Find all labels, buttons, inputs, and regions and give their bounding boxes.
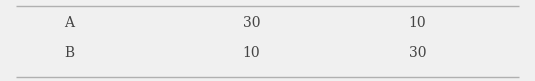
Text: 10: 10 bbox=[409, 16, 426, 30]
Text: A: A bbox=[65, 16, 74, 30]
Text: B: B bbox=[65, 46, 74, 60]
Text: 10: 10 bbox=[243, 46, 260, 60]
Text: 30: 30 bbox=[243, 16, 260, 30]
Text: 30: 30 bbox=[409, 46, 426, 60]
